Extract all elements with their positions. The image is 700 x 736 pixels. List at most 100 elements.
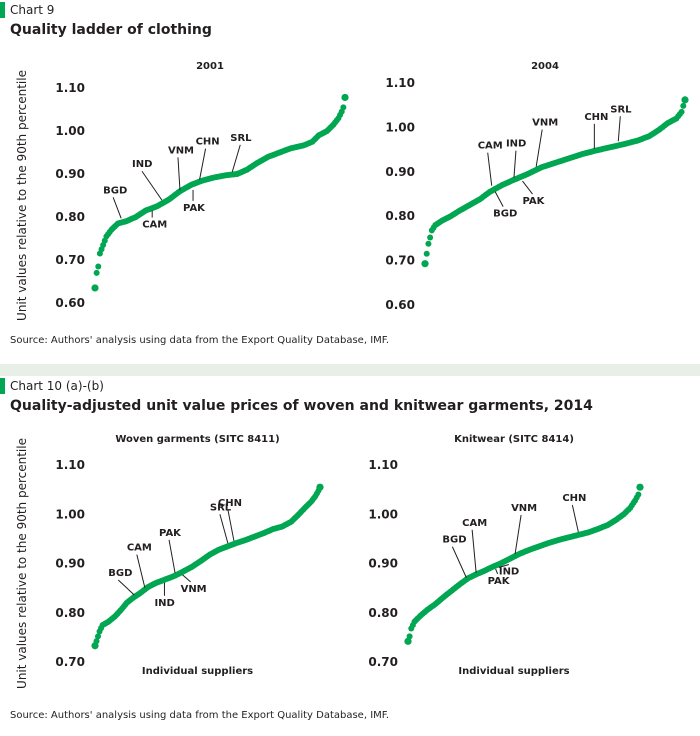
data-point [421, 260, 429, 268]
panel-2004: 2004 0.60 0.70 0.80 0.90 1.00 1.10 CAM BGD IND PAK… [385, 61, 689, 312]
annotation-leader [136, 554, 146, 588]
annotation-cam: CAM [462, 518, 487, 529]
y-tick-label: 1.00 [368, 507, 398, 521]
annotation-leader [514, 515, 522, 555]
chart-10-number: Chart 10 (a)-(b) [0, 378, 104, 394]
annotation-srl: SRL [610, 104, 632, 115]
y-tick-label: 0.90 [385, 165, 415, 179]
annotation-leader [513, 150, 517, 178]
panel-title: Woven garments (SITC 8411) [115, 434, 279, 445]
annotation-leader [535, 129, 543, 167]
annotation-vnm: VNM [511, 503, 537, 514]
data-point [316, 483, 324, 491]
y-tick-label: 0.80 [385, 209, 415, 223]
annotation-bgd: BGD [103, 185, 127, 196]
data-point [406, 633, 413, 640]
annotation-pak: PAK [183, 203, 206, 214]
annotation-leader [571, 504, 579, 533]
annotation-chn: CHN [196, 137, 220, 148]
y-tick-label: 0.70 [55, 655, 85, 669]
data-point [636, 483, 644, 491]
annotation-leader [219, 514, 229, 544]
annotation-leader [182, 574, 191, 583]
annotation-ind: IND [132, 159, 152, 170]
panel-title: 2001 [196, 61, 224, 72]
y-tick-label: 1.00 [385, 120, 415, 134]
annotation-leader [141, 170, 163, 201]
data-point [635, 491, 642, 498]
y-tick-label: 0.90 [368, 557, 398, 571]
data-point [95, 633, 102, 640]
y-tick-label: 0.80 [55, 210, 85, 224]
annotation-leader [522, 180, 533, 195]
y-tick-label: 1.00 [55, 124, 85, 138]
panel-title: Knitwear (SITC 8414) [454, 434, 574, 445]
y-tick-label: 0.70 [55, 253, 85, 267]
annotation-bgd: BGD [442, 535, 466, 546]
annotation-cam: CAM [142, 220, 167, 231]
data-point [91, 284, 99, 292]
panel-title: 2004 [531, 61, 559, 72]
annotation-bgd: BGD [493, 209, 517, 220]
data-point [95, 263, 102, 270]
data-point [423, 250, 430, 257]
annotation-leader [231, 144, 241, 173]
y-tick-label: 0.60 [385, 298, 415, 312]
y-tick-label: 1.10 [55, 458, 85, 472]
y-tick-label: 0.70 [368, 655, 398, 669]
y-tick-label: 1.10 [368, 458, 398, 472]
y-tick-label: 0.90 [55, 557, 85, 571]
data-point [404, 637, 412, 645]
y-tick-label: 0.80 [55, 606, 85, 620]
data-point [425, 240, 432, 247]
annotation-cam: CAM [127, 543, 152, 554]
panel-woven-garments: Woven garments (SITC 8411) 0.70 0.80 0.90 1.… [15, 434, 324, 689]
y-tick-label: 0.60 [55, 296, 85, 310]
y-tick-label: 0.70 [385, 254, 415, 268]
y-axis-label: Unit values relative to the 90th percent… [15, 438, 29, 689]
annotation-leader [451, 546, 467, 578]
annotation-ind: IND [499, 566, 519, 577]
annotation-ind: IND [154, 598, 174, 609]
data-point [93, 269, 100, 276]
annotation-pak: PAK [159, 528, 182, 539]
data-point [340, 104, 347, 111]
x-axis-label: Individual suppliers [458, 666, 569, 677]
annotation-chn: CHN [218, 498, 242, 509]
annotation-chn: CHN [584, 112, 608, 123]
annotation-leader [168, 539, 176, 573]
annotation-ind: IND [506, 139, 526, 150]
annotation-vnm: VNM [532, 118, 558, 129]
panel-knitwear: Knitwear (SITC 8414) 0.70 0.80 0.90 1.00 1.10… [368, 434, 644, 677]
annotation-leader [487, 152, 493, 186]
chart-9-title: Quality ladder of clothing [10, 22, 212, 38]
annotation-leader [498, 564, 509, 568]
annotation-chn: CHN [562, 493, 586, 504]
annotation-leader [112, 197, 122, 219]
y-tick-label: 1.00 [55, 507, 85, 521]
y-axis-label-group: Unit values relative to the 90th percent… [15, 70, 29, 321]
annotation-srl: SRL [210, 502, 232, 513]
annotation-leader [617, 116, 621, 142]
data-point [427, 234, 434, 241]
annotation-leader [495, 568, 499, 575]
chart-9-number: Chart 9 [0, 2, 54, 18]
chart-9-section [0, 0, 700, 364]
annotation-leader [471, 529, 477, 573]
chart-10-source: Source: Authors' analysis using data fro… [10, 710, 390, 721]
y-tick-label: 1.10 [55, 81, 85, 95]
annotation-srl: SRL [230, 133, 252, 144]
chart-10-title: Quality-adjusted unit value prices of wo… [10, 398, 593, 414]
chart-10-section [0, 376, 700, 736]
panel-2001: 2001 0.60 0.70 0.80 0.90 1.00 1.10 Unit values … [15, 61, 349, 321]
annotation-pak: PAK [523, 196, 546, 207]
data-point [680, 102, 687, 109]
annotation-leader [227, 509, 235, 541]
y-axis-label-group: Unit values relative to the 90th percent… [15, 438, 29, 689]
annotation-leader [117, 579, 135, 596]
annotation-pak: PAK [488, 576, 511, 587]
annotation-leader [177, 157, 181, 191]
annotation-vnm: VNM [181, 584, 207, 595]
section-separator [0, 364, 700, 376]
chart-9-source: Source: Authors' analysis using data fro… [10, 335, 390, 346]
